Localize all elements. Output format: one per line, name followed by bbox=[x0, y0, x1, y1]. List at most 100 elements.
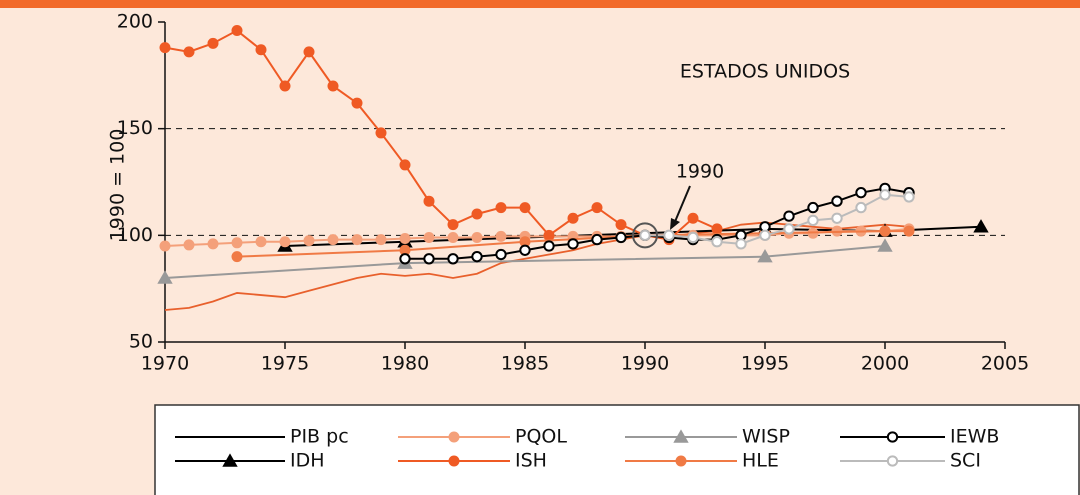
point bbox=[495, 230, 507, 242]
header-bar bbox=[0, 0, 1080, 8]
legend-marker bbox=[673, 429, 689, 443]
point bbox=[471, 250, 483, 263]
point bbox=[447, 219, 459, 231]
point bbox=[639, 229, 651, 242]
point bbox=[855, 186, 867, 199]
x-tick-label: 1985 bbox=[501, 353, 549, 375]
point bbox=[879, 189, 891, 201]
y-tick-label: 200 bbox=[117, 11, 153, 33]
point bbox=[207, 37, 219, 49]
x-tick-label: 1995 bbox=[741, 353, 789, 375]
x-tick-label: 1975 bbox=[261, 353, 309, 375]
legend-label: IDH bbox=[290, 450, 325, 472]
point bbox=[543, 240, 555, 252]
point bbox=[399, 159, 411, 171]
annotation: ESTADOS UNIDOS bbox=[680, 61, 850, 83]
point bbox=[351, 234, 363, 246]
point bbox=[519, 244, 531, 256]
legend-marker bbox=[448, 455, 460, 467]
series-line bbox=[164, 245, 886, 279]
point bbox=[783, 223, 795, 235]
x-tick-label: 1980 bbox=[381, 353, 429, 375]
legend-label: PQOL bbox=[515, 426, 567, 448]
point bbox=[231, 251, 243, 263]
point bbox=[279, 236, 291, 248]
point bbox=[399, 244, 411, 256]
point bbox=[231, 237, 243, 249]
x-tick-label: 2000 bbox=[861, 353, 909, 375]
legend-marker bbox=[675, 455, 687, 467]
point bbox=[159, 240, 171, 252]
point bbox=[711, 223, 723, 235]
point bbox=[255, 236, 267, 248]
point bbox=[615, 231, 627, 244]
point bbox=[519, 236, 531, 248]
point bbox=[255, 44, 267, 56]
point bbox=[471, 231, 483, 243]
legend-label: ISH bbox=[515, 450, 547, 472]
point bbox=[663, 229, 675, 242]
point bbox=[351, 97, 363, 109]
legend-label: WISP bbox=[742, 426, 790, 448]
point bbox=[157, 270, 173, 284]
point bbox=[423, 195, 435, 207]
point bbox=[591, 202, 603, 214]
legend-box bbox=[154, 404, 1080, 495]
series-line bbox=[164, 221, 910, 311]
point bbox=[183, 239, 195, 251]
point bbox=[471, 208, 483, 220]
legend-marker bbox=[886, 431, 899, 443]
legend-label: PIB pc bbox=[290, 426, 349, 448]
point bbox=[375, 234, 387, 246]
point bbox=[807, 214, 819, 227]
legend-label: IEWB bbox=[950, 426, 999, 448]
point bbox=[159, 42, 171, 54]
point bbox=[591, 233, 603, 246]
point bbox=[327, 80, 339, 92]
point bbox=[447, 231, 459, 243]
y-tick-label: 100 bbox=[117, 224, 153, 246]
point bbox=[855, 201, 867, 214]
point bbox=[903, 225, 915, 237]
point bbox=[687, 231, 699, 244]
annotation: 1990 bbox=[676, 161, 724, 183]
point bbox=[567, 212, 579, 224]
point bbox=[183, 46, 195, 58]
point bbox=[687, 212, 699, 224]
point bbox=[877, 238, 893, 252]
point bbox=[903, 191, 915, 203]
point bbox=[973, 219, 989, 233]
y-tick-label: 150 bbox=[117, 117, 153, 139]
point bbox=[519, 202, 531, 214]
point bbox=[757, 248, 773, 263]
legend-marker bbox=[886, 455, 899, 467]
x-tick-label: 1970 bbox=[141, 353, 189, 375]
x-tick-label: 1990 bbox=[621, 353, 669, 375]
point bbox=[831, 212, 843, 224]
point bbox=[375, 127, 387, 139]
point bbox=[303, 235, 315, 247]
point bbox=[231, 25, 243, 37]
point bbox=[303, 46, 315, 58]
highlight-ring bbox=[632, 222, 658, 249]
point bbox=[279, 80, 291, 92]
y-tick-label: 50 bbox=[129, 331, 153, 353]
point bbox=[543, 229, 555, 241]
point bbox=[759, 229, 771, 242]
point bbox=[495, 202, 507, 214]
point bbox=[423, 231, 435, 243]
point bbox=[567, 238, 579, 250]
point bbox=[495, 248, 507, 261]
point bbox=[447, 253, 459, 265]
point bbox=[735, 238, 747, 250]
legend-marker bbox=[222, 453, 238, 467]
point bbox=[615, 219, 627, 231]
point bbox=[711, 236, 723, 248]
point bbox=[423, 253, 435, 265]
point bbox=[207, 238, 219, 250]
x-tick-label: 2005 bbox=[981, 353, 1029, 375]
legend-label: HLE bbox=[742, 450, 779, 472]
point bbox=[327, 234, 339, 246]
legend-label: SCI bbox=[950, 450, 981, 472]
